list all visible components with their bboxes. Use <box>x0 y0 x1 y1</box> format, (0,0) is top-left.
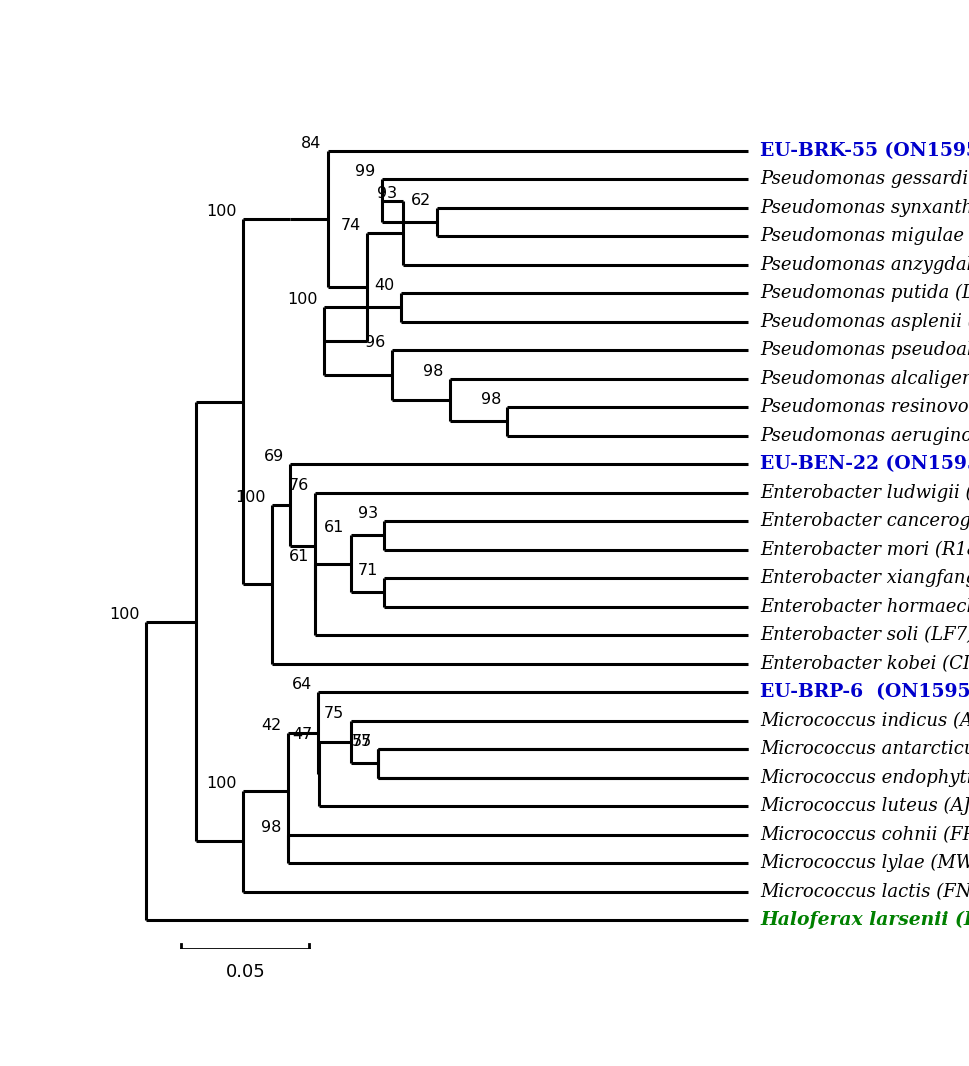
Text: Pseudomonas anzygdal (LMG 2123): Pseudomonas anzygdal (LMG 2123) <box>760 256 969 274</box>
Text: Pseudomonas aeruginosa (DSMZ 50071): Pseudomonas aeruginosa (DSMZ 50071) <box>760 426 969 445</box>
Text: Pseudomonas gessardii (CIP 105469): Pseudomonas gessardii (CIP 105469) <box>760 171 969 189</box>
Text: Micrococcus indicus (AM158920): Micrococcus indicus (AM158920) <box>760 712 969 730</box>
Text: Pseudomonas putida (DSMZ 29 1): Pseudomonas putida (DSMZ 29 1) <box>760 285 969 303</box>
Text: Enterobacter kobei (CIP 105566): Enterobacter kobei (CIP 105566) <box>760 655 969 673</box>
Text: Enterobacter cancerogenus (LMG 2693): Enterobacter cancerogenus (LMG 2693) <box>760 512 969 531</box>
Text: EU-BRP-6  (ON159571): EU-BRP-6 (ON159571) <box>760 683 969 701</box>
Text: 75: 75 <box>351 734 371 749</box>
Text: EU-BEN-22 (ON159578): EU-BEN-22 (ON159578) <box>760 455 969 473</box>
Text: 98: 98 <box>261 820 281 835</box>
Text: Enterobacter mori (R18-2): Enterobacter mori (R18-2) <box>760 540 969 559</box>
Text: 76: 76 <box>289 478 309 492</box>
Text: Micrococcus luteus (AJ312751): Micrococcus luteus (AJ312751) <box>760 797 969 815</box>
Text: Micrococcus cohnii (FR832424): Micrococcus cohnii (FR832424) <box>760 826 969 843</box>
Text: Pseudomonas alcaligenes (LMG 1224): Pseudomonas alcaligenes (LMG 1224) <box>760 370 969 388</box>
Text: Pseudomonas asplenii (LMG 2137): Pseudomonas asplenii (LMG 2137) <box>760 312 969 330</box>
Text: 93: 93 <box>358 506 378 521</box>
Text: Pseudomonas migulae (CIP 105470): Pseudomonas migulae (CIP 105470) <box>760 227 969 245</box>
Text: 75: 75 <box>324 706 344 721</box>
Text: 62: 62 <box>410 193 430 208</box>
Text: 98: 98 <box>480 392 500 407</box>
Text: 98: 98 <box>422 364 443 378</box>
Text: Pseudomonas pseudoalcaligenes (LMG 1225): Pseudomonas pseudoalcaligenes (LMG 1225) <box>760 341 969 359</box>
Text: 74: 74 <box>340 217 360 232</box>
Text: 96: 96 <box>365 335 386 351</box>
Text: Haloferax larsenii (KF650664): Haloferax larsenii (KF650664) <box>760 911 969 930</box>
Text: 0.05: 0.05 <box>225 963 265 981</box>
Text: 93: 93 <box>376 185 396 200</box>
Text: Pseudomonas resinovorans (LMG 2274): Pseudomonas resinovorans (LMG 2274) <box>760 399 969 416</box>
Text: 100: 100 <box>287 292 318 307</box>
Text: 42: 42 <box>261 718 281 733</box>
Text: 61: 61 <box>289 549 309 564</box>
Text: 61: 61 <box>324 520 344 535</box>
Text: Micrococcus antarcticus (NR 025285): Micrococcus antarcticus (NR 025285) <box>760 740 969 758</box>
Text: 100: 100 <box>205 204 236 219</box>
Text: 99: 99 <box>355 164 375 179</box>
Text: Enterobacter soli (LF7): Enterobacter soli (LF7) <box>760 626 969 644</box>
Text: Enterobacter hormaechei (CIP 103441): Enterobacter hormaechei (CIP 103441) <box>760 598 969 616</box>
Text: 64: 64 <box>291 677 311 692</box>
Text: 100: 100 <box>109 607 140 621</box>
Text: Enterobacter ludwigii (EN-119): Enterobacter ludwigii (EN-119) <box>760 484 969 502</box>
Text: 47: 47 <box>293 727 313 742</box>
Text: Pseudomonas synxantha (AM 12356): Pseudomonas synxantha (AM 12356) <box>760 198 969 216</box>
Text: 100: 100 <box>234 490 266 505</box>
Text: 69: 69 <box>264 449 284 464</box>
Text: 100: 100 <box>205 776 236 791</box>
Text: 84: 84 <box>301 135 322 150</box>
Text: 57: 57 <box>351 734 371 749</box>
Text: Micrococcus endophyticus (NR 044365): Micrococcus endophyticus (NR 044365) <box>760 769 969 787</box>
Text: 71: 71 <box>358 563 378 578</box>
Text: Enterobacter xiangfangensis (10-17): Enterobacter xiangfangensis (10-17) <box>760 569 969 587</box>
Text: 40: 40 <box>374 278 394 293</box>
Text: EU-BRK-55 (ON159572): EU-BRK-55 (ON159572) <box>760 142 969 160</box>
Text: Micrococcus lactis (FN673681): Micrococcus lactis (FN673681) <box>760 883 969 901</box>
Text: Micrococcus lylae (MW356812): Micrococcus lylae (MW356812) <box>760 854 969 872</box>
